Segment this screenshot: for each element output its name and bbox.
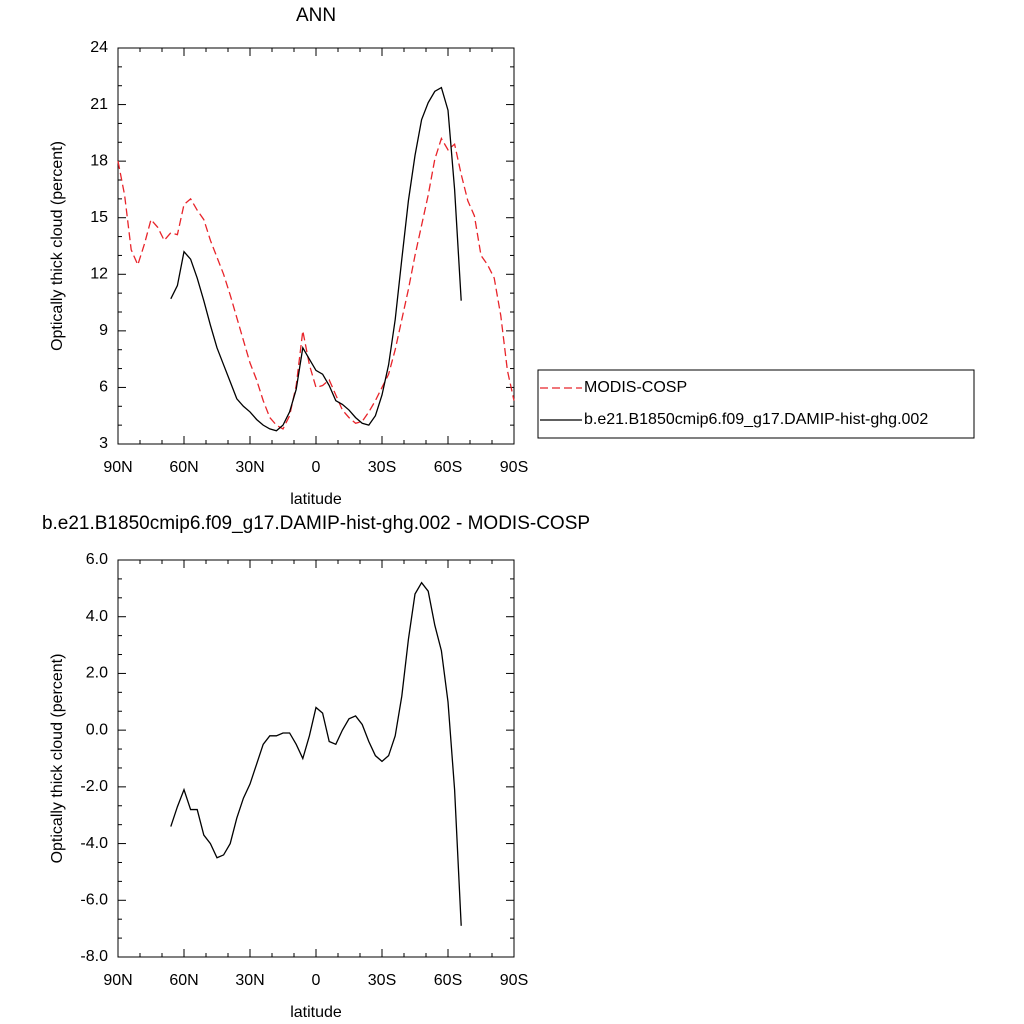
- y-tick-label: 0.0: [86, 721, 108, 738]
- y-axis-label: Optically thick cloud (percent): [49, 141, 66, 351]
- plot-frame: [117, 47, 515, 445]
- legend-label: b.e21.B1850cmip6.f09_g17.DAMIP-hist-ghg.…: [584, 411, 928, 428]
- legend-label: MODIS-COSP: [584, 379, 687, 396]
- x-tick-label: 30N: [235, 459, 264, 476]
- x-tick-label: 90N: [103, 972, 132, 989]
- x-axis-label: latitude: [290, 491, 342, 508]
- x-tick-label: 60N: [169, 972, 198, 989]
- x-tick-label: 30S: [368, 972, 396, 989]
- y-tick-label: 18: [90, 152, 108, 169]
- data-line: [170, 86, 462, 432]
- x-tick-label: 0: [312, 459, 321, 476]
- y-tick-label: 21: [90, 96, 108, 113]
- y-tick-label: -2.0: [80, 778, 108, 795]
- legend-box: [537, 369, 975, 439]
- x-tick-label: 90S: [500, 459, 528, 476]
- plot-frame: [117, 559, 515, 958]
- data-line: [170, 581, 462, 926]
- y-tick-label: 3: [99, 435, 108, 452]
- x-axis-label: latitude: [290, 1004, 342, 1021]
- y-tick-label: 4.0: [86, 608, 108, 625]
- x-tick-label: 0: [312, 972, 321, 989]
- y-tick-label: -6.0: [80, 892, 108, 909]
- x-tick-label: 60S: [434, 459, 462, 476]
- y-tick-label: 9: [99, 322, 108, 339]
- y-tick-label: 12: [90, 266, 108, 283]
- y-tick-label: 15: [90, 209, 108, 226]
- y-tick-label: -8.0: [80, 948, 108, 965]
- x-tick-label: 90S: [500, 972, 528, 989]
- x-tick-label: 30S: [368, 459, 396, 476]
- y-tick-label: 6.0: [86, 551, 108, 568]
- chart-title: ANN: [296, 5, 336, 26]
- x-tick-label: 60N: [169, 459, 198, 476]
- x-tick-label: 90N: [103, 459, 132, 476]
- y-tick-label: -4.0: [80, 835, 108, 852]
- y-tick-label: 24: [90, 39, 108, 56]
- y-tick-label: 2.0: [86, 665, 108, 682]
- chart-title: b.e21.B1850cmip6.f09_g17.DAMIP-hist-ghg.…: [42, 513, 590, 534]
- y-axis-label: Optically thick cloud (percent): [49, 654, 66, 864]
- data-line: [117, 136, 515, 430]
- x-tick-label: 30N: [235, 972, 264, 989]
- y-tick-label: 6: [99, 379, 108, 396]
- x-tick-label: 60S: [434, 972, 462, 989]
